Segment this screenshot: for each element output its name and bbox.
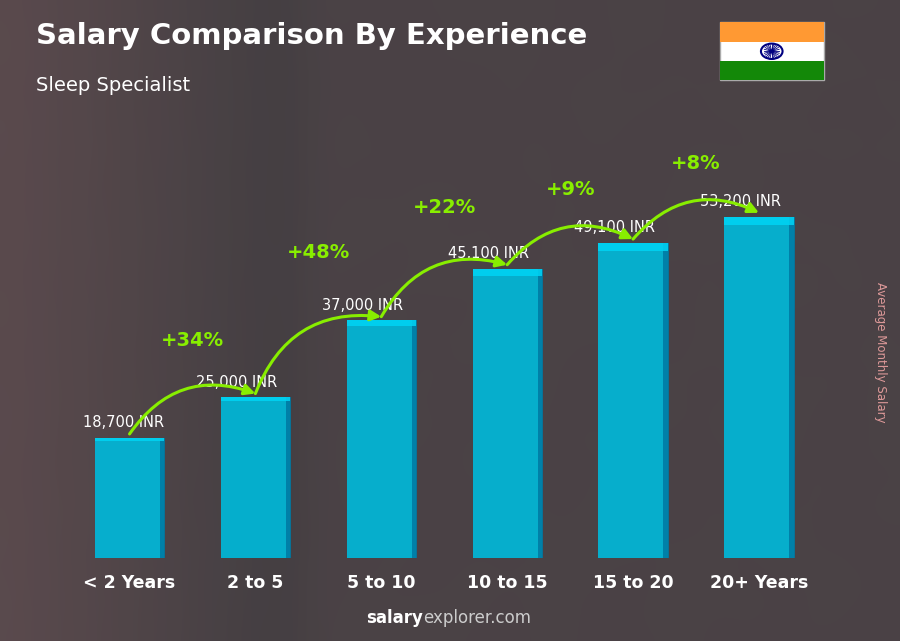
Bar	[537, 269, 543, 558]
Text: +9%: +9%	[545, 181, 595, 199]
Text: explorer.com: explorer.com	[423, 609, 531, 627]
Text: +8%: +8%	[671, 154, 721, 173]
Text: 49,100 INR: 49,100 INR	[573, 221, 654, 235]
Text: 37,000 INR: 37,000 INR	[322, 298, 403, 313]
Bar	[472, 269, 542, 558]
Text: Salary Comparison By Experience: Salary Comparison By Experience	[36, 22, 587, 51]
Bar	[724, 217, 794, 225]
Bar	[598, 243, 668, 251]
Bar	[724, 217, 794, 558]
Bar	[411, 320, 418, 558]
Text: +48%: +48%	[287, 243, 350, 262]
FancyArrowPatch shape	[633, 199, 756, 239]
Bar	[160, 438, 166, 558]
Text: Average Monthly Salary: Average Monthly Salary	[874, 282, 886, 423]
Bar	[94, 438, 164, 558]
Text: 25,000 INR: 25,000 INR	[196, 375, 277, 390]
Bar	[220, 397, 290, 558]
Bar	[346, 320, 416, 326]
Bar	[598, 243, 668, 558]
Bar	[472, 269, 542, 276]
Text: +22%: +22%	[412, 198, 476, 217]
Bar	[346, 320, 416, 558]
Bar	[94, 438, 164, 441]
Text: 18,700 INR: 18,700 INR	[83, 415, 164, 430]
Text: 45,100 INR: 45,100 INR	[448, 246, 529, 261]
Bar	[286, 397, 292, 558]
Bar	[663, 243, 669, 558]
FancyArrowPatch shape	[508, 226, 630, 265]
FancyArrowPatch shape	[382, 257, 504, 317]
Text: 53,200 INR: 53,200 INR	[699, 194, 780, 209]
FancyArrowPatch shape	[130, 385, 252, 434]
FancyArrowPatch shape	[256, 311, 378, 394]
Bar	[220, 397, 290, 401]
Text: +34%: +34%	[161, 331, 224, 349]
Bar	[789, 217, 795, 558]
Text: Sleep Specialist: Sleep Specialist	[36, 76, 190, 95]
Text: salary: salary	[366, 609, 423, 627]
